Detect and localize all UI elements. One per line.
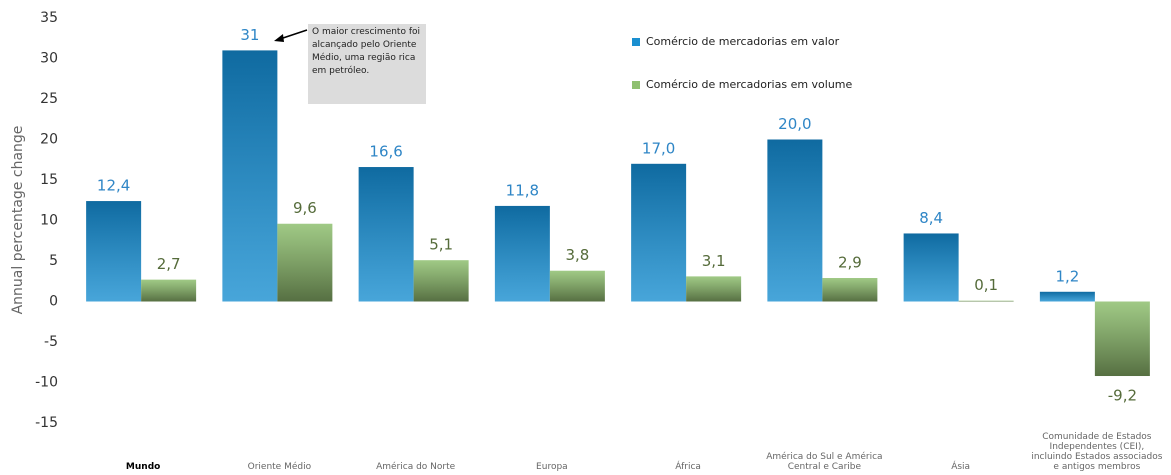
x-tick-label: Mundo	[125, 462, 161, 472]
x-tick-label: Comunidade de Estados Independentes (CEI…	[1031, 432, 1163, 472]
data-label: 3,1	[702, 252, 726, 270]
y-tick-label: 35	[40, 10, 58, 26]
x-tick-label: Europa	[536, 462, 568, 472]
y-tick-label: -5	[44, 334, 58, 350]
x-tick-label: África	[675, 462, 701, 472]
bar	[1039, 291, 1095, 302]
bar	[686, 276, 742, 302]
bar	[358, 167, 414, 302]
y-tick-label: 0	[49, 294, 58, 310]
data-label: 9,6	[293, 199, 317, 217]
y-axis-label: Annual percentage change	[10, 126, 26, 315]
bar	[141, 279, 197, 302]
y-tick-label: 15	[40, 172, 58, 188]
data-label: 1,2	[1055, 267, 1079, 285]
data-label: -9,2	[1108, 387, 1137, 405]
bar	[222, 50, 278, 302]
data-label: 11,8	[506, 181, 539, 199]
data-label: 17,0	[642, 139, 675, 157]
bar	[822, 278, 878, 302]
bar	[86, 201, 142, 302]
data-label: 8,4	[919, 209, 943, 227]
y-tick-label: -10	[35, 375, 58, 391]
data-label: 2,9	[838, 254, 862, 272]
y-tick-label: 25	[40, 91, 58, 107]
bar	[767, 139, 823, 302]
data-label: 12,4	[97, 177, 130, 195]
annotation: O maior crescimento foi alcançado pelo O…	[308, 24, 426, 104]
bar	[549, 270, 605, 302]
bar	[631, 163, 687, 302]
y-tick-label: -15	[35, 415, 58, 431]
data-label: 16,6	[369, 143, 402, 161]
legend-swatch	[632, 38, 640, 46]
annotation-arrowhead	[274, 34, 284, 42]
data-label: 3,8	[565, 246, 589, 264]
legend-label: Comércio de mercadorias em valor	[646, 35, 840, 48]
x-tick-label: Ásia	[951, 462, 971, 472]
annotation-arrow	[279, 29, 308, 40]
data-label: 20,0	[778, 115, 811, 133]
data-label: 31	[240, 26, 259, 44]
x-tick-label: América do Norte	[376, 462, 456, 472]
y-tick-label: 10	[40, 213, 58, 229]
data-label: 2,7	[157, 255, 181, 273]
data-label: 5,1	[429, 236, 453, 254]
bar	[494, 205, 550, 302]
legend-swatch	[632, 81, 640, 89]
data-label: 0,1	[974, 276, 998, 294]
bar	[958, 300, 1014, 302]
x-tick-label: Oriente Médio	[247, 462, 312, 472]
bar	[413, 260, 469, 302]
y-tick-label: 5	[49, 253, 58, 269]
x-tick-label: América do Sul e América Central e Carib…	[766, 452, 883, 472]
y-tick-label: 30	[40, 51, 58, 67]
bar	[903, 233, 959, 302]
y-tick-label: 20	[40, 132, 58, 148]
legend-label: Comércio de mercadorias em volume	[646, 78, 853, 91]
bar	[1094, 301, 1150, 377]
bar	[277, 223, 333, 302]
